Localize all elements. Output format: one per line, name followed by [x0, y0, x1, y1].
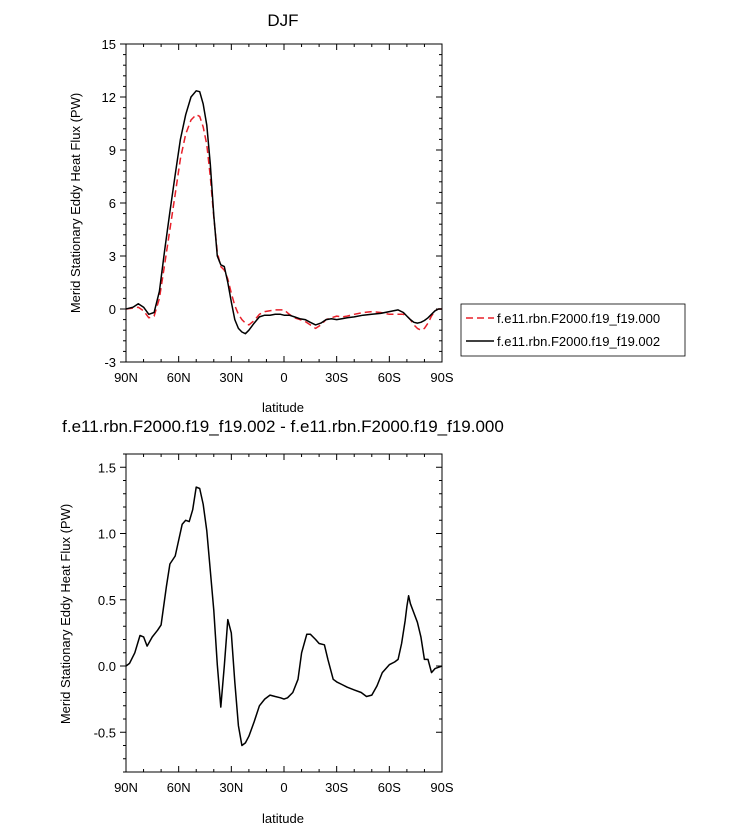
top-chart-series-line-0	[125, 113, 442, 331]
bottom-chart-xtick-label: 60N	[167, 780, 191, 795]
bottom-chart-xtick-label: 60S	[378, 780, 401, 795]
top-chart-ytick-label: 12	[102, 90, 116, 105]
top-chart-xtick-label: 30N	[219, 370, 243, 385]
bottom-chart-xtick-label: 30N	[219, 780, 243, 795]
top-chart-xtick-label: 60N	[167, 370, 191, 385]
bottom-chart-xtick-label: 90N	[114, 780, 138, 795]
bottom-chart-xtick-label: 30S	[325, 780, 348, 795]
top-chart-series-line-1	[125, 90, 442, 335]
top-chart-ytick-label: 6	[109, 196, 116, 211]
top-chart-xlabel: latitude	[262, 400, 304, 415]
top-chart-ylabel: Merid Stationary Eddy Heat Flux (PW)	[68, 93, 83, 313]
bottom-chart-ytick-label: 0.0	[98, 659, 116, 674]
top-chart-ytick-label: 0	[109, 302, 116, 317]
bottom-chart-plot-area: 90N 60N 30N 0 30S 60S 90S -0.5 0.0 0.5 1.0 1.5	[94, 453, 454, 795]
top-chart-xtick-label: 30S	[325, 370, 348, 385]
bottom-chart-xtick-label: 90S	[430, 780, 453, 795]
top-chart-ytick-label: -3	[104, 355, 116, 370]
bottom-chart-series-line-0	[125, 486, 443, 747]
bottom-chart-title: f.e11.rbn.F2000.f19_f19.002 - f.e11.rbn.…	[62, 417, 504, 436]
top-chart: DJF Merid Stationary Eddy Heat Flux (PW)…	[68, 11, 686, 415]
legend-label-000: f.e11.rbn.F2000.f19_f19.000	[497, 311, 660, 326]
bottom-chart-xlabel: latitude	[262, 811, 304, 826]
bottom-chart-ytick-label: 1.0	[98, 527, 116, 542]
legend-label-002: f.e11.rbn.F2000.f19_f19.002	[497, 334, 660, 349]
bottom-chart-ytick-label: 1.5	[98, 460, 116, 475]
top-chart-ytick-label: 3	[109, 249, 116, 264]
top-chart-ytick-label: 15	[102, 37, 116, 52]
bottom-chart-ytick-label: -0.5	[94, 725, 116, 740]
bottom-chart: f.e11.rbn.F2000.f19_f19.002 - f.e11.rbn.…	[58, 417, 504, 826]
top-chart-xtick-label: 60S	[378, 370, 401, 385]
bottom-chart-frame	[125, 453, 443, 773]
top-chart-xtick-label: 0	[280, 370, 287, 385]
top-chart-ytick-label: 9	[109, 143, 116, 158]
bottom-chart-ytick-label: 0.5	[98, 593, 116, 608]
top-chart-title: DJF	[267, 11, 298, 30]
top-chart-plot-area: 90N 60N 30N 0 30S 60S 90S -3 0 3 6 9 12 15	[102, 37, 454, 385]
top-chart-xtick-label: 90N	[114, 370, 138, 385]
bottom-chart-xtick-label: 0	[280, 780, 287, 795]
top-chart-legend: f.e11.rbn.F2000.f19_f19.000 f.e11.rbn.F2…	[460, 303, 686, 357]
top-chart-xtick-label: 90S	[430, 370, 453, 385]
bottom-chart-ylabel: Merid Stationary Eddy Heat Flux (PW)	[58, 504, 73, 724]
legend-box	[460, 303, 686, 357]
